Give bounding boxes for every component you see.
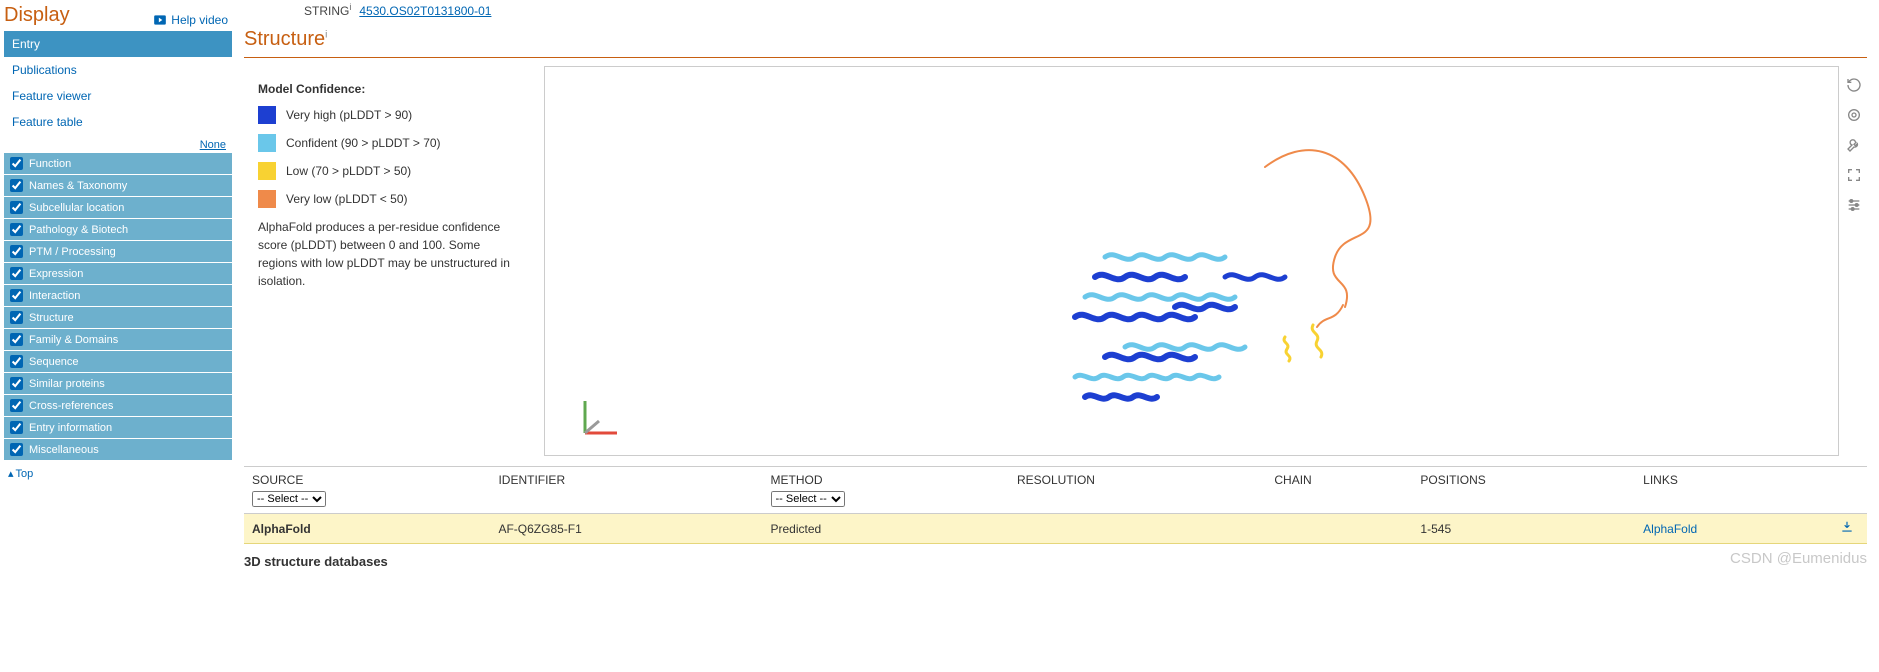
display-title: Display (4, 4, 70, 27)
th-method: METHOD-- Select -- (763, 467, 1009, 514)
main-content: STRINGi 4530.OS02T0131800-01 Structurei … (232, 0, 1879, 573)
check-miscellaneous[interactable]: Miscellaneous (4, 439, 232, 461)
check-interaction-box[interactable] (10, 289, 23, 302)
protein-render (925, 107, 1445, 447)
cell-identifier: AF-Q6ZG85-F1 (490, 514, 762, 544)
watermark-text: CSDN @Eumenidus (1730, 550, 1867, 567)
check-interaction[interactable]: Interaction (4, 285, 232, 307)
nav-entry[interactable]: Entry (4, 31, 232, 57)
th-positions: POSITIONS (1412, 467, 1635, 514)
target-icon[interactable] (1844, 105, 1864, 125)
structures-table: SOURCE-- Select -- IDENTIFIER METHOD-- S… (244, 466, 1867, 544)
check-family-domains[interactable]: Family & Domains (4, 329, 232, 351)
check-structure-box[interactable] (10, 311, 23, 324)
th-links: LINKS (1635, 467, 1827, 514)
display-nav: Entry Publications Feature viewer Featur… (4, 31, 232, 135)
legend-item-verylow: Very low (pLDDT < 50) (258, 190, 516, 208)
sub-heading: 3D structure databases (244, 544, 1867, 573)
table-header-row: SOURCE-- Select -- IDENTIFIER METHOD-- S… (244, 467, 1867, 514)
sidebar: Display Help video Entry Publications Fe… (0, 0, 232, 573)
section-title: Structurei (244, 24, 1867, 58)
check-crossref-box[interactable] (10, 399, 23, 412)
string-row: STRINGi 4530.OS02T0131800-01 (244, 0, 1867, 24)
legend-item-confident: Confident (90 > pLDDT > 70) (258, 134, 516, 152)
structure-viewer[interactable] (544, 66, 1839, 456)
cell-source: AlphaFold (244, 514, 490, 544)
download-button[interactable] (1840, 523, 1854, 537)
legend-item-low: Low (70 > pLDDT > 50) (258, 162, 516, 180)
check-pathology[interactable]: Pathology & Biotech (4, 219, 232, 241)
check-misc-box[interactable] (10, 443, 23, 456)
legend-item-veryhigh: Very high (pLDDT > 90) (258, 106, 516, 124)
check-expression-box[interactable] (10, 267, 23, 280)
sliders-icon[interactable] (1844, 195, 1864, 215)
nav-feature-viewer[interactable]: Feature viewer (4, 83, 232, 109)
check-entryinfo-box[interactable] (10, 421, 23, 434)
check-names-box[interactable] (10, 179, 23, 192)
nav-publications[interactable]: Publications (4, 57, 232, 83)
cell-links: AlphaFold (1635, 514, 1827, 544)
cell-method: Predicted (763, 514, 1009, 544)
th-source: SOURCE-- Select -- (244, 467, 490, 514)
help-video-link[interactable]: Help video (153, 13, 228, 27)
check-similar-box[interactable] (10, 377, 23, 390)
check-sequence[interactable]: Sequence (4, 351, 232, 373)
th-identifier: IDENTIFIER (490, 467, 762, 514)
section-checklist: Function Names & Taxonomy Subcellular lo… (4, 153, 232, 461)
check-function-box[interactable] (10, 157, 23, 170)
confidence-legend: Model Confidence: Very high (pLDDT > 90)… (244, 66, 524, 456)
check-pathology-box[interactable] (10, 223, 23, 236)
check-similar-proteins[interactable]: Similar proteins (4, 373, 232, 395)
cell-chain (1266, 514, 1412, 544)
expand-icon[interactable] (1844, 165, 1864, 185)
th-resolution: RESOLUTION (1009, 467, 1266, 514)
download-icon (1840, 520, 1854, 534)
viewer-controls (1844, 75, 1864, 215)
method-select[interactable]: -- Select -- (771, 491, 845, 507)
check-ptm-box[interactable] (10, 245, 23, 258)
play-icon (153, 13, 167, 27)
table-row[interactable]: AlphaFold AF-Q6ZG85-F1 Predicted 1-545 A… (244, 514, 1867, 544)
string-label: STRINGi (304, 2, 351, 18)
cell-positions: 1-545 (1412, 514, 1635, 544)
check-cross-references[interactable]: Cross-references (4, 395, 232, 417)
check-function[interactable]: Function (4, 153, 232, 175)
help-video-label: Help video (171, 13, 228, 27)
swatch-veryhigh (258, 106, 276, 124)
swatch-low (258, 162, 276, 180)
legend-title: Model Confidence: (258, 82, 516, 96)
check-expression[interactable]: Expression (4, 263, 232, 285)
check-structure[interactable]: Structure (4, 307, 232, 329)
th-chain: CHAIN (1266, 467, 1412, 514)
axis-gizmo (575, 393, 625, 443)
nav-feature-table[interactable]: Feature table (4, 109, 232, 135)
alphafold-link[interactable]: AlphaFold (1643, 522, 1697, 536)
wrench-icon[interactable] (1844, 135, 1864, 155)
check-entry-information[interactable]: Entry information (4, 417, 232, 439)
source-select[interactable]: -- Select -- (252, 491, 326, 507)
triangle-up-icon: ▴ (8, 467, 14, 480)
string-value-link[interactable]: 4530.OS02T0131800-01 (359, 4, 491, 18)
cell-download (1827, 514, 1867, 544)
check-names-taxonomy[interactable]: Names & Taxonomy (4, 175, 232, 197)
check-subcellular-box[interactable] (10, 201, 23, 214)
check-ptm[interactable]: PTM / Processing (4, 241, 232, 263)
legend-description: AlphaFold produces a per-residue confide… (258, 218, 516, 290)
cell-resolution (1009, 514, 1266, 544)
none-link[interactable]: None (200, 139, 226, 151)
reset-icon[interactable] (1844, 75, 1864, 95)
swatch-confident (258, 134, 276, 152)
check-subcellular[interactable]: Subcellular location (4, 197, 232, 219)
th-download (1827, 467, 1867, 514)
top-link[interactable]: ▴ Top (4, 461, 37, 486)
swatch-verylow (258, 190, 276, 208)
check-sequence-box[interactable] (10, 355, 23, 368)
check-family-box[interactable] (10, 333, 23, 346)
